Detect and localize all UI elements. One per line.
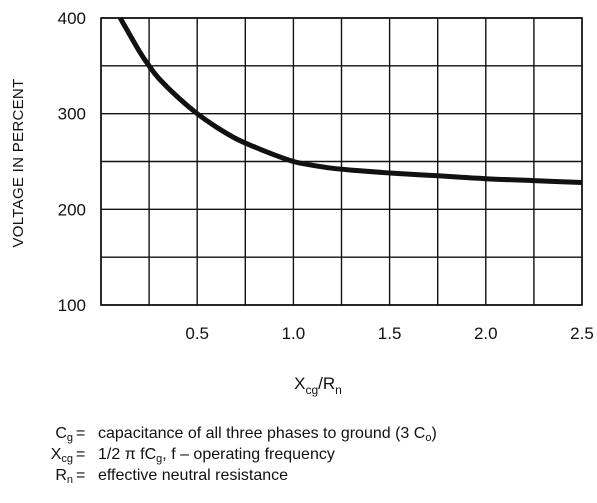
chart: 0.5 1.0 1.5 2.0 2.5 100 200 300 400 VOLTAGE IN P… [10,9,594,397]
x-tick-label: 2.5 [570,324,594,343]
note-equals: = [76,446,86,463]
x-tick-label: 1.0 [282,324,306,343]
note-symbol: Cg [55,425,73,444]
y-tick-label: 400 [58,9,86,28]
x-tick-label: 0.5 [185,324,209,343]
note-rn: Rn = effective neutral resistance [0,465,597,486]
note-cg: Cg = capacitance of all three phases to … [0,423,597,444]
tick-labels: 0.5 1.0 1.5 2.0 2.5 100 200 300 400 [58,9,594,343]
x-axis-label: Xcg/Rn [294,374,342,397]
note-xcg: Xcg = 1/2 π fCg, f – operating frequency [0,444,597,465]
note-definition: capacitance of all three phases to groun… [98,425,437,444]
note-symbol: Rn [55,467,73,486]
series-line [118,16,583,185]
y-axis-label: VOLTAGE IN PERCENT [10,78,27,247]
note-symbol: Xcg [50,446,73,465]
chart-series [118,16,583,185]
y-tick-label: 100 [58,296,86,315]
x-axis-label-sub2: n [335,383,342,397]
plot-frame [100,17,583,306]
y-tick-label: 300 [58,105,86,124]
note-definition: 1/2 π fCg, f – operating frequency [98,446,335,465]
chart-grid [100,17,583,306]
y-tick-label: 200 [58,200,86,219]
x-axis-label-sub1: cg [305,383,318,397]
note-equals: = [76,467,86,484]
x-axis-label-slash: /R [318,374,335,393]
x-tick-label: 1.5 [378,324,402,343]
note-equals: = [76,425,86,442]
x-tick-label: 2.0 [474,324,498,343]
note-definition: effective neutral resistance [98,467,289,484]
x-axis-label-main: X [294,374,305,393]
notes: Cg = capacitance of all three phases to … [0,423,597,486]
